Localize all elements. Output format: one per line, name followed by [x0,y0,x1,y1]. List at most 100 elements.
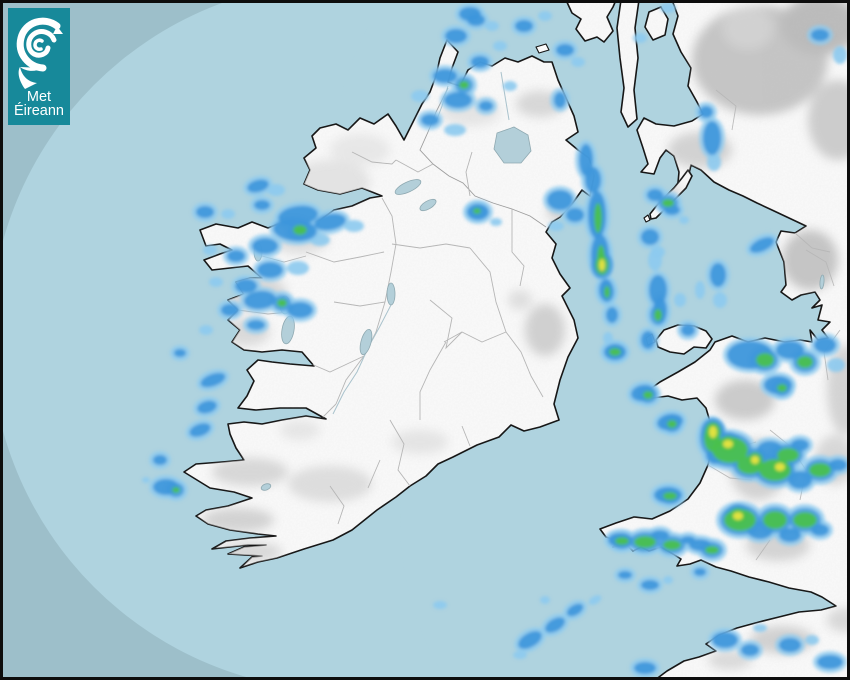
rain-cell-moderate-rain [287,302,313,318]
rain-cell-moderate-rain [189,423,211,437]
terrain-shading-spot [525,304,565,356]
lough-ree [386,282,396,306]
rain-cell-moderate-rain [459,7,481,21]
rain-cell-moderate-rain [471,56,489,68]
rain-cell-light-rain [707,153,721,171]
rain-cell-light-rain [287,261,309,275]
rain-cell-intense-rain [775,463,785,471]
rain-cell-moderate-rain [647,189,663,201]
rain-cell-light-rain [433,601,447,609]
rain-cell-light-rain [633,33,647,43]
rain-cell-moderate-rain [641,229,659,245]
rain-cell-moderate-rain [174,349,186,357]
terrain-shading-spot [827,608,850,632]
terrain-shading-spot [330,134,390,166]
terrain-shading-spot [722,6,774,50]
rain-cell-moderate-rain [749,237,775,253]
rain-cell-light-rain [538,11,552,21]
terrain-shading-spot [202,508,274,532]
rain-cell-light-rain [805,635,819,645]
rain-cell-heavy-rain [293,225,307,235]
terrain-shading-spot [782,230,838,290]
rain-cell-moderate-rain [585,167,601,193]
rain-cell-light-rain [503,81,517,91]
terrain-shading-spot [288,466,372,502]
rain-cell-light-rain [221,209,235,219]
rain-cell-intense-rain [751,456,759,464]
rain-cell-heavy-rain [756,353,774,367]
rain-cell-moderate-rain [814,337,836,353]
logo-text-eireann: Éireann [14,103,64,119]
rain-cell-heavy-rain [172,487,180,493]
rain-cell-heavy-rain [609,348,621,356]
rain-cell-intense-rain [723,440,733,448]
river-bann [500,71,510,121]
terrain-shading-spot [715,380,775,420]
rain-cell-heavy-rain [473,208,481,214]
rain-cell-moderate-rain [153,455,167,465]
rain-cell-light-rain [444,124,466,136]
rain-cell-moderate-rain [779,638,801,652]
rain-cell-light-rain [713,292,727,308]
rain-cell-moderate-rain [651,530,669,540]
rain-cell-light-rain [267,184,285,196]
rain-cell-moderate-rain [247,179,269,193]
rain-cell-moderate-rain [566,603,584,617]
rain-cell-light-rain [663,576,673,584]
rain-cell-moderate-rain [776,341,804,359]
rain-cell-light-rain [513,651,527,659]
rain-cell-moderate-rain [197,400,217,414]
rain-cell-moderate-rain [788,471,812,489]
rain-cell-moderate-rain [257,262,283,278]
rain-cell-heavy-rain [705,546,719,554]
lower-lough-erne [394,179,422,195]
rain-cell-moderate-rain [433,69,457,83]
rain-cell-heavy-rain [604,286,610,298]
rain-cell-moderate-rain [811,29,829,41]
rain-cell-heavy-rain [654,309,662,321]
rain-cell-moderate-rain [779,528,801,542]
rain-cell-intense-rain [709,426,717,438]
rain-cell-moderate-rain [421,114,439,126]
terrain-shading-spot [212,458,288,486]
rain-cell-moderate-rain [254,200,270,210]
rain-cell-light-rain [827,358,845,372]
terrain-shading-spot [392,430,448,454]
rain-cell-moderate-rain [741,644,759,656]
logo-text-met: Met [26,89,52,105]
rain-cell-heavy-rain [662,199,674,207]
rain-cell-moderate-rain [556,44,574,56]
rain-cell-moderate-rain [699,106,713,118]
rain-cell-intense-rain [599,259,605,271]
rain-cell-heavy-rain [797,356,813,368]
terrain-shading-spot [508,290,532,310]
rain-cell-light-rain [833,46,847,64]
rain-cell-moderate-rain [554,92,566,108]
rain-cell-light-rain [571,57,585,67]
rain-cell-moderate-rain [221,304,239,316]
rain-cell-moderate-rain [618,571,632,579]
rain-cell-light-rain [588,595,602,605]
rain-cell-heavy-rain [459,81,469,89]
rain-cell-moderate-rain [244,290,276,310]
rain-cell-light-rain [753,624,767,632]
rain-cell-moderate-rain [606,307,618,323]
rain-cell-light-rain [142,477,150,483]
swirl-tip [53,26,63,34]
rain-cell-moderate-rain [247,320,265,330]
rain-cell-moderate-rain [235,279,257,293]
rain-cell-heavy-rain [663,492,677,500]
rain-cell-light-rain [679,216,689,224]
rain-cell-moderate-rain [196,206,214,218]
rain-cell-moderate-rain [566,208,584,222]
killarney-lakes [260,483,272,491]
rain-cell-light-rain [660,3,676,13]
rain-cell-moderate-rain [641,580,659,590]
rain-cell-moderate-rain [579,144,593,176]
rain-cell-moderate-rain [710,263,726,287]
met-eireann-logo: Met Éireann [8,8,70,125]
rain-cell-heavy-rain [594,203,602,233]
rain-cell-light-rain [199,325,213,335]
rain-cell-moderate-rain [791,439,809,451]
